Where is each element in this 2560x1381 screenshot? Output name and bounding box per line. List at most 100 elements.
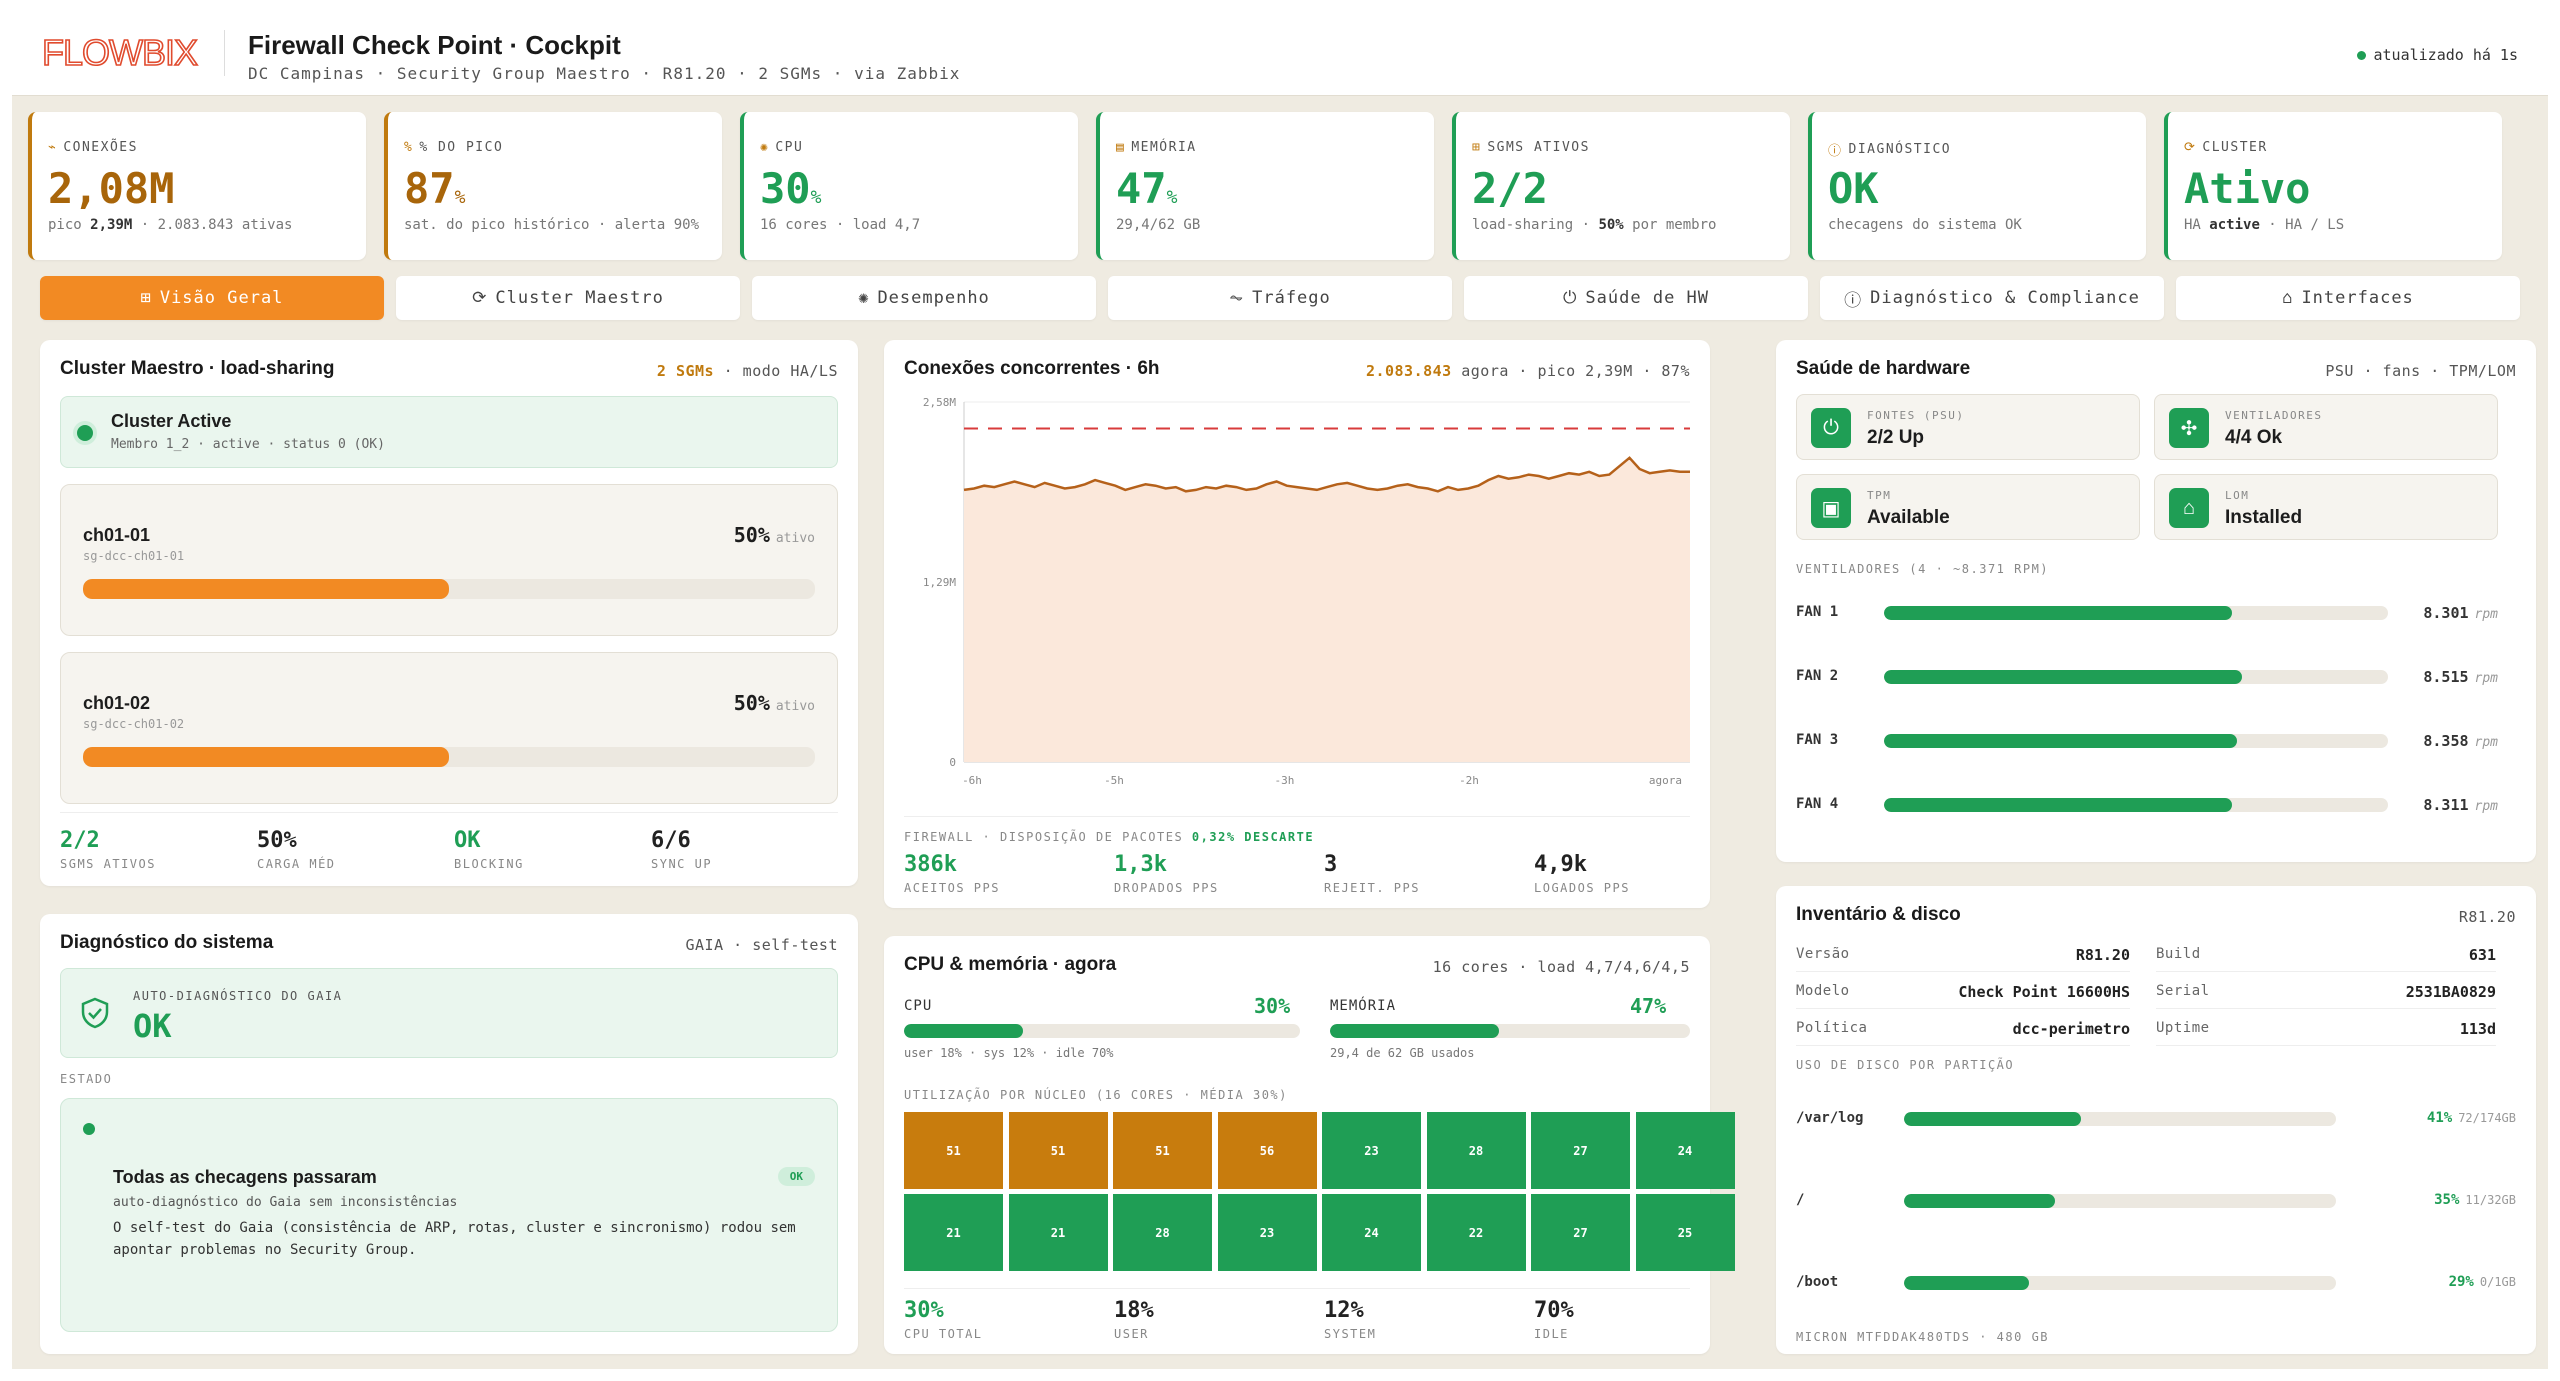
disk-size: 72/174GB [2458,1111,2516,1125]
kpi-sub-bold: 2,39M [90,217,133,233]
connections-line [963,456,1690,493]
connections-area [964,457,1690,762]
kpi-value-number: OK [1828,164,1879,213]
hw-item: ⏻ FONTES (PSU) 2/2 Up [1796,394,2140,460]
cpu-stat-value: 70% [1534,1298,1574,1323]
connections-now: 2.083.843 [1365,362,1452,380]
firewall-label: FIREWALL · DISPOSIÇÃO DE PACOTES 0,32% D… [904,830,1314,844]
tab-label: Visão Geral [159,288,284,308]
disk-usage: 41% 72/174GB [2427,1110,2516,1126]
tab-diagn-stico-compliance[interactable]: ⓘ Diagnóstico & Compliance [1820,276,2164,320]
disk-label: USO DE DISCO POR PARTIÇÃO [1796,1058,2015,1072]
inventory-value: 113d [2459,1020,2496,1038]
kpi-value-number: 2/2 [1472,164,1548,213]
cpu-stat-value: 12% [1324,1298,1364,1323]
dashboard: FLOWBIX Firewall Check Point · Cockpit D… [12,12,2548,1369]
tab-desempenho[interactable]: ✺ Desempenho [752,276,1096,320]
diagnostic-title: Diagnóstico do sistema [60,932,274,953]
member-load-bar [83,579,815,599]
fan-name: FAN 3 [1796,732,1839,748]
cluster-stat: 2/2 SGMS ATIVOS [60,828,156,871]
hw-item: ▣ TPM Available [1796,474,2140,540]
flowbix-logo: FLOWBIX [42,34,200,72]
status-dot-icon [2356,50,2366,60]
hw-item: ✣ VENTILADORES 4/4 Ok [2154,394,2498,460]
hardware-meta: PSU · fans · TPM/LOM [2325,362,2516,380]
inventory-key: Versão [1796,946,1850,962]
inventory-version: R81.20 [2458,908,2516,926]
cluster-sgm-count: 2 SGMs [656,362,715,380]
member-state: ativo [775,699,815,714]
tab-tr-fego[interactable]: ⏦ Tráfego [1108,276,1452,320]
cpu-stat-label: USER [1114,1327,1149,1341]
page-title: Firewall Check Point · Cockpit [248,30,621,60]
kpi-card-2: ✺ CPU 30% 16 cores · load 4,7 [740,112,1078,260]
cluster-status-dot-icon [77,425,93,441]
header: FLOWBIX Firewall Check Point · Cockpit D… [12,12,2548,96]
inventory-value: R81.20 [2075,946,2130,964]
cluster-stat-value: 2/2 [60,828,100,853]
cpu-stat: 18% USER [1114,1298,1154,1341]
cluster-mode: · modo HA/LS [714,362,838,380]
inventory-key: Uptime [2156,1020,2210,1036]
core-cell: 51 [904,1112,1003,1189]
connections-divider [904,816,1690,817]
disk-pct: 35% [2434,1192,2460,1208]
tab-interfaces[interactable]: ⌂ Interfaces [2176,276,2520,320]
kpi-sub: pico 2,39M · 2.083.843 ativas [48,215,348,235]
tab-label: Diagnóstico & Compliance [1870,288,2140,308]
kpi-sub: 16 cores · load 4,7 [760,215,1060,235]
member-load-bar [83,747,815,767]
memory-pct: 47% [1630,994,1667,1018]
member-pct-value: 50% [733,523,770,547]
disk-bar [1904,1194,2336,1208]
logo-text: FLOWBIX [42,34,198,72]
kpi-card-4: ⊞ SGMS ATIVOS 2/2 load-sharing · 50% por me… [1452,112,1790,260]
disk-bar-fill [1904,1112,2082,1126]
estado-label: ESTADO [60,1072,113,1086]
disk-pct: 29% [2448,1274,2474,1290]
kpi-value: 2/2 [1472,164,1548,213]
inventory-key: Política [1796,1020,1868,1036]
memory-bar [1330,1024,1690,1038]
chip-icon: ▣ [1811,488,1851,528]
kpi-sub-text: load-sharing · [1472,217,1599,233]
packet-stat-value: 3 [1324,852,1338,877]
cpu-stat: 70% IDLE [1534,1298,1574,1341]
fan-rpm-unit: rpm [2474,799,2498,814]
connections-title: Conexões concorrentes · 6h [904,358,1160,379]
hw-item: ⌂ LOM Installed [2154,474,2498,540]
disk-usage: 29% 0/1GB [2449,1274,2516,1290]
kpi-sub: 29,4/62 GB [1116,215,1416,235]
cpu-stat: 12% SYSTEM [1324,1298,1376,1341]
kpi-value-number: 30 [760,164,811,213]
tab-sa-de-de-hw[interactable]: ⏻ Saúde de HW [1464,276,1808,320]
hw-item-value: 4/4 Ok [2225,427,2283,448]
kpi-value-number: Ativo [2184,164,2311,213]
kpi-label-text: CLUSTER [2202,140,2268,155]
kpi-sub-post: · HA / LS [2259,217,2345,233]
core-cell: 51 [1008,1112,1108,1189]
header-divider [224,30,225,76]
kpi-unit: % [454,187,466,208]
inventory-value: dcc-perimetro [2012,1020,2130,1038]
kpi-label: % % DO PICO [404,140,503,155]
packet-stat: 1,3k DROPADOS PPS [1114,852,1219,895]
disk-name: /boot [1796,1274,1839,1290]
shield-check-icon [81,997,109,1029]
kpi-sub-post: · 2.083.843 ativas [132,217,293,233]
y-tick-label: 1,29M [923,576,956,589]
kpi-label-text: SGMS ATIVOS [1487,140,1590,155]
fan-rpm-value: 8.311 [2423,796,2469,814]
memory-label: MEMÓRIA [1330,998,1397,1014]
member-name: ch01-02 [83,693,151,713]
packet-stat: 4,9k LOGADOS PPS [1534,852,1630,895]
disk-usage: 35% 11/32GB [2434,1192,2516,1208]
kpi-label: ⟳ CLUSTER [2184,140,2268,155]
kpi-label-text: DIAGNÓSTICO [1848,142,1952,157]
x-tick-label: agora [1649,774,1682,787]
kpi-sub: sat. do pico histórico · alerta 90% [404,215,704,235]
auto-diagnostic-label: AUTO-DIAGNÓSTICO DO GAIA [133,989,343,1003]
tab-cluster-maestro[interactable]: ⟳ Cluster Maestro [396,276,740,320]
tab-vis-o-geral[interactable]: ⊞ Visão Geral [40,276,384,320]
